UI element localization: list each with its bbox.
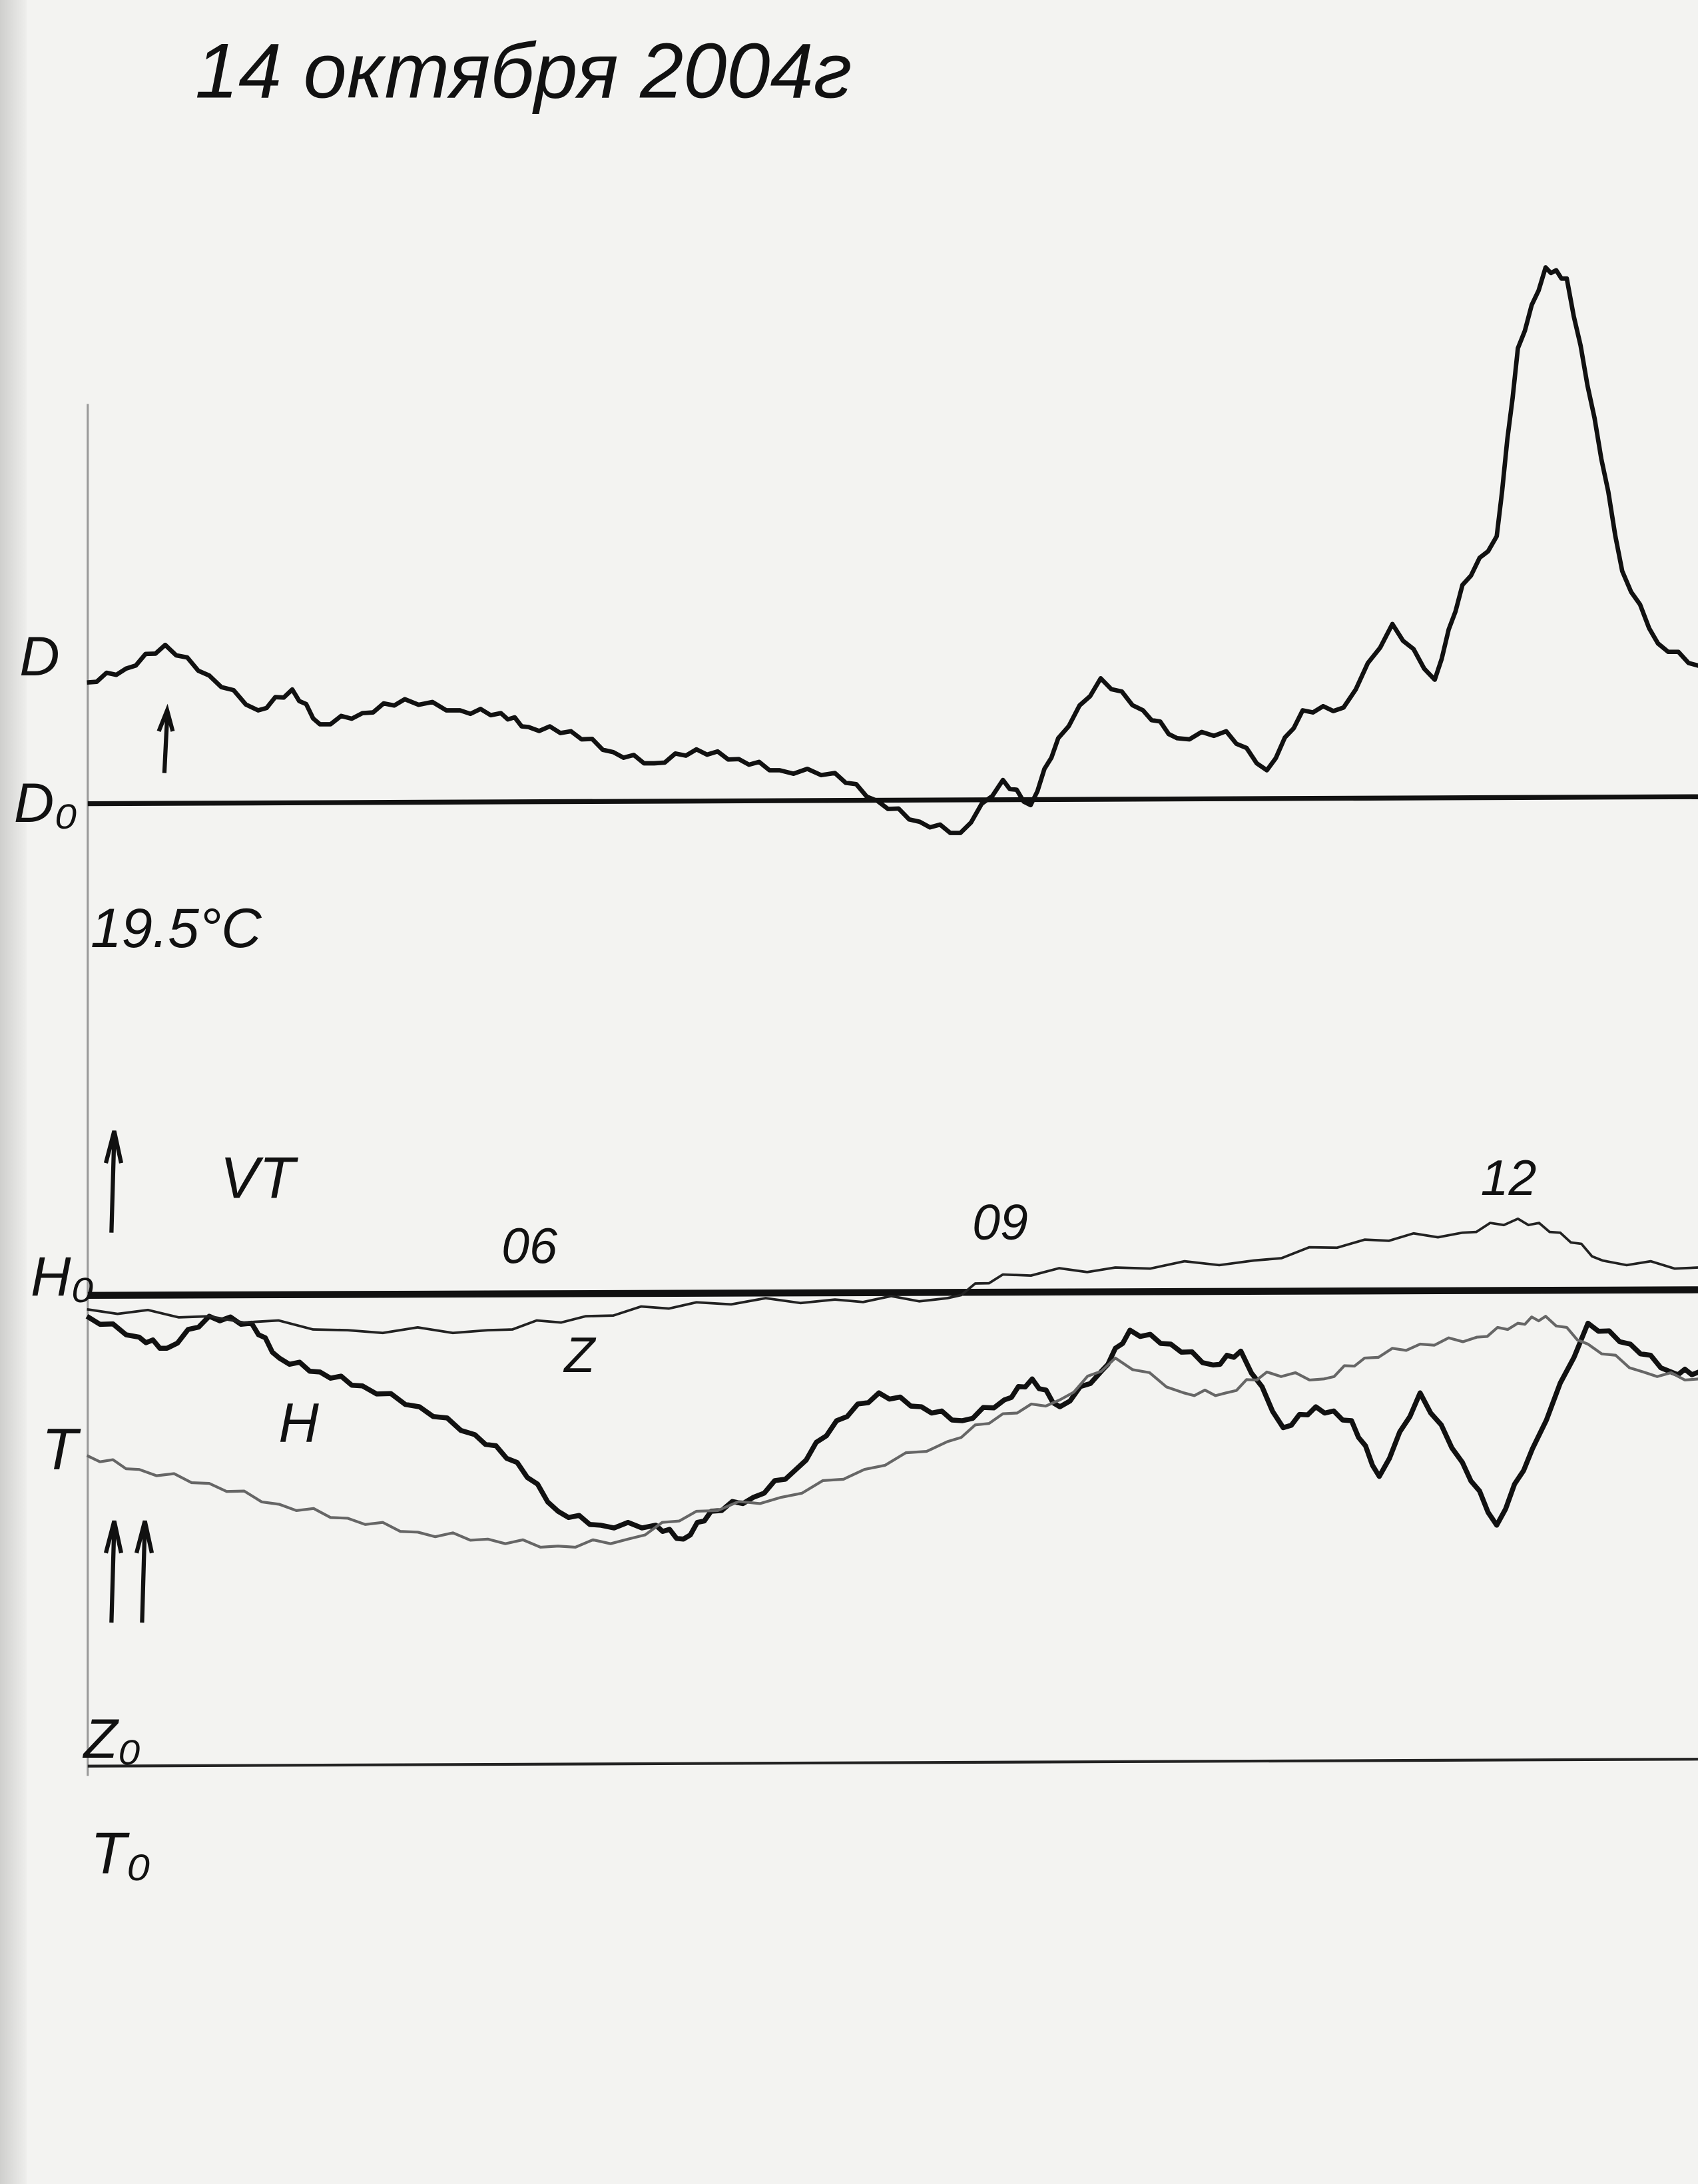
temperature-label: 19.5°C [91, 897, 262, 959]
t0-label: T₀ [91, 1820, 151, 1886]
z0-t0-baseline [87, 1758, 1698, 1768]
h0-label: H₀ [31, 1245, 95, 1307]
h-trace-label: H [278, 1391, 319, 1453]
arrow-icon [156, 703, 175, 773]
x-tick-12: 12 [1481, 1150, 1537, 1206]
h0-baseline [87, 1286, 1698, 1299]
d-label: D [19, 625, 59, 687]
arrow-icon [134, 1520, 154, 1623]
arrow-icon [103, 1130, 124, 1233]
z-trace-label: Z [563, 1327, 597, 1383]
t-label: T [42, 1416, 81, 1482]
d0-label: D₀ [14, 771, 78, 834]
trace-t [86, 1315, 1698, 1549]
trace-d [87, 265, 1698, 835]
z0-label: Z₀ [83, 1707, 141, 1770]
arrow-marks [103, 703, 175, 1623]
vt-label: VT [220, 1144, 299, 1210]
scan-edge-shadow [0, 0, 27, 2184]
x-tick-09: 09 [972, 1194, 1028, 1250]
chart-title: 14 октября 2004г [195, 27, 852, 114]
trace-h [85, 1313, 1698, 1542]
arrow-icon [103, 1520, 124, 1623]
trace-z [87, 1217, 1698, 1335]
x-tick-06: 06 [501, 1218, 557, 1274]
d0-baseline [87, 794, 1698, 807]
